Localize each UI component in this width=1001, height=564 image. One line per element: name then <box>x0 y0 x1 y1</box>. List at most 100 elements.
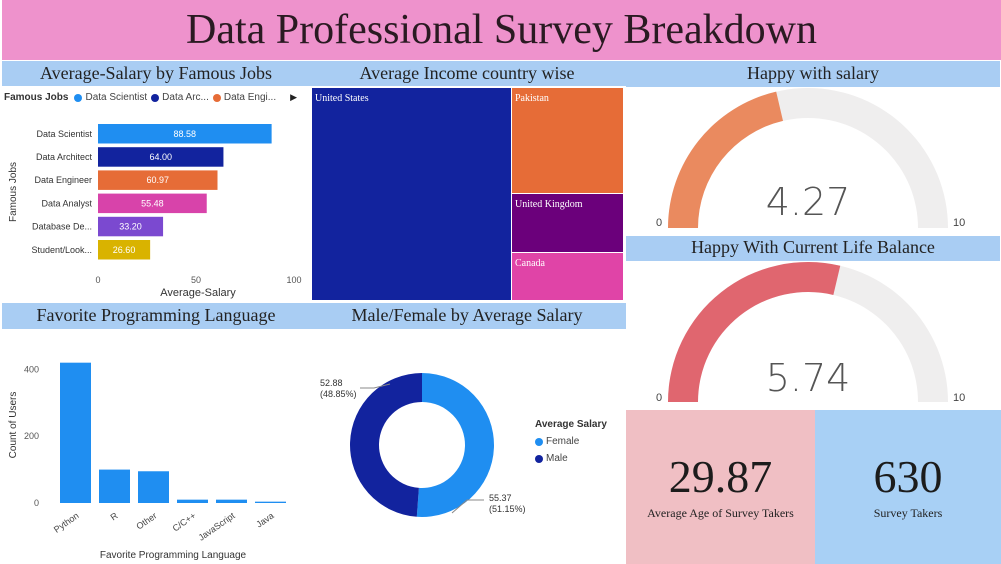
lang-x-tick-label: R <box>109 510 120 522</box>
treemap-label: United Kingdom <box>515 199 583 210</box>
gauge2-max: 10 <box>953 392 966 404</box>
jobs-bar-chart: Data Scientist 88.58 Data Architect 64.00 Da… <box>8 124 302 299</box>
jobs-category-label: Data Scientist <box>36 129 92 139</box>
pie-legend-label: Male <box>546 453 568 464</box>
pie-legend[interactable]: Average Salary Female Male <box>535 419 625 464</box>
treemap: United States Pakistan United Kingdom Ca… <box>312 88 623 300</box>
jobs-bar <box>98 170 218 190</box>
treemap-cell-canada[interactable] <box>512 253 623 300</box>
donut-slice <box>416 373 494 517</box>
treemap-cell-united-states[interactable] <box>312 88 511 300</box>
jobs-category-label: Database De... <box>32 222 92 232</box>
life-balance-gauge <box>668 262 948 402</box>
gauge1-value: 4.27 <box>765 180 851 224</box>
jobs-x-tick-label: 50 <box>191 275 201 285</box>
jobs-x-tick-label: 100 <box>286 275 301 285</box>
lang-x-tick-label: C/C++ <box>171 510 198 533</box>
jobs-legend[interactable]: Famous Jobs Data Scientist Data Arc... D… <box>4 92 310 106</box>
jobs-bar-value-label: 60.97 <box>146 175 169 185</box>
dashboard-title: Data Professional Survey Breakdown <box>2 0 1001 60</box>
gauge1-min: 0 <box>656 217 663 229</box>
lang-bar <box>216 499 247 503</box>
legend-dot-icon <box>151 93 160 102</box>
jobs-bar <box>98 216 164 237</box>
gauge2-min: 0 <box>656 392 663 404</box>
treemap-cell-pakistan[interactable] <box>512 88 623 193</box>
mid-left-title-band <box>2 303 626 329</box>
lang-bar <box>255 501 286 503</box>
donut-value-label: 52.88 <box>320 378 343 388</box>
pie-legend-label: Female <box>546 436 580 447</box>
jobs-bar-value-label: 88.58 <box>174 129 197 139</box>
lang-bar <box>138 471 169 503</box>
jobs-chart-title: Average-Salary by Famous Jobs <box>39 63 273 83</box>
lang-y-axis-label: Count of Users <box>8 392 19 459</box>
lang-x-tick-label: Other <box>134 510 158 531</box>
treemap-title: Average Income country wise <box>359 63 575 83</box>
jobs-category-label: Data Analyst <box>41 198 92 208</box>
kpi-average-age-value: 29.87 <box>668 450 773 502</box>
jobs-legend-item[interactable]: Data Scientist <box>85 92 148 103</box>
treemap-cell-united-kingdom[interactable] <box>512 194 623 252</box>
lang-x-tick-label: JavaScript <box>196 510 237 543</box>
lang-bar <box>177 499 208 503</box>
jobs-bar <box>98 240 151 260</box>
jobs-legend-item[interactable]: Data Engi... <box>223 92 277 103</box>
donut-pct-label: (51.15%) <box>489 504 526 514</box>
jobs-bar-value-label: 26.60 <box>113 245 136 255</box>
gauge-fill <box>668 262 841 402</box>
gauge2-title: Happy With Current Life Balance <box>691 237 935 257</box>
jobs-legend-title: Famous Jobs <box>4 92 69 103</box>
jobs-category-label: Data Architect <box>36 152 93 162</box>
donut-value-label: 55.37 <box>489 493 512 503</box>
treemap-label: Pakistan <box>515 93 549 104</box>
gauge1-title: Happy with salary <box>747 63 879 83</box>
kpi-average-age-label: Average Age of Survey Takers <box>647 505 794 520</box>
jobs-bar-value-label: 33.20 <box>119 222 142 232</box>
legend-dot-icon <box>535 454 543 463</box>
pie-legend-item[interactable]: Male <box>535 453 625 464</box>
gauge2-value: 5.74 <box>765 356 851 400</box>
pie-legend-title: Average Salary <box>535 419 607 430</box>
language-bar-chart: 0 200 400 Python R Other C/C++JavaScript Java Fa… <box>8 362 286 561</box>
jobs-bar <box>98 124 272 144</box>
jobs-bar-value-label: 55.48 <box>141 198 164 208</box>
lang-x-tick-label: Java <box>254 510 275 529</box>
jobs-bar <box>98 193 207 214</box>
legend-dot-icon <box>535 437 543 446</box>
language-chart-title: Favorite Programming Language <box>36 305 276 325</box>
lang-y-tick-label: 0 <box>34 498 39 508</box>
jobs-category-label: Data Engineer <box>34 175 92 185</box>
lang-y-tick-label: 400 <box>24 364 39 374</box>
lang-bar <box>99 469 130 503</box>
gauge1-title-band <box>626 61 1000 87</box>
donut-slice <box>349 373 422 517</box>
treemap-label: Canada <box>515 258 545 269</box>
legend-dot-icon <box>74 93 83 102</box>
donut-leader-line <box>451 499 484 514</box>
lang-x-tick-label: Python <box>52 510 81 534</box>
legend-next-icon[interactable]: ▶ <box>290 92 298 102</box>
gender-donut-chart: 55.37(51.15%) 52.88(48.85%) <box>320 373 526 517</box>
kpi-survey-takers-value: 630 <box>873 450 943 502</box>
jobs-legend-item[interactable]: Data Arc... <box>162 92 209 103</box>
jobs-bar <box>98 147 224 167</box>
donut-leader-line <box>360 383 391 389</box>
pie-legend-item[interactable]: Female <box>535 436 625 447</box>
treemap-label: United States <box>315 93 369 104</box>
kpi-survey-takers-card: 630 Survey Takers <box>815 410 1001 564</box>
salary-happiness-gauge <box>668 88 948 228</box>
jobs-y-axis-label: Famous Jobs <box>8 162 19 222</box>
jobs-x-axis-label: Average-Salary <box>160 287 236 299</box>
gauge2-title-band <box>626 236 1000 261</box>
donut-pct-label: (48.85%) <box>320 389 357 399</box>
gauge-fill <box>668 91 783 228</box>
pie-chart-title: Male/Female by Average Salary <box>351 305 583 325</box>
jobs-category-label: Student/Look... <box>31 245 92 255</box>
top-left-title-band <box>2 61 626 86</box>
kpi-survey-takers-label: Survey Takers <box>873 505 943 520</box>
jobs-bar-value-label: 64.00 <box>149 152 172 162</box>
jobs-x-tick-label: 0 <box>95 275 100 285</box>
gauge1-max: 10 <box>953 217 966 229</box>
lang-x-axis-label: Favorite Programming Language <box>100 550 247 561</box>
